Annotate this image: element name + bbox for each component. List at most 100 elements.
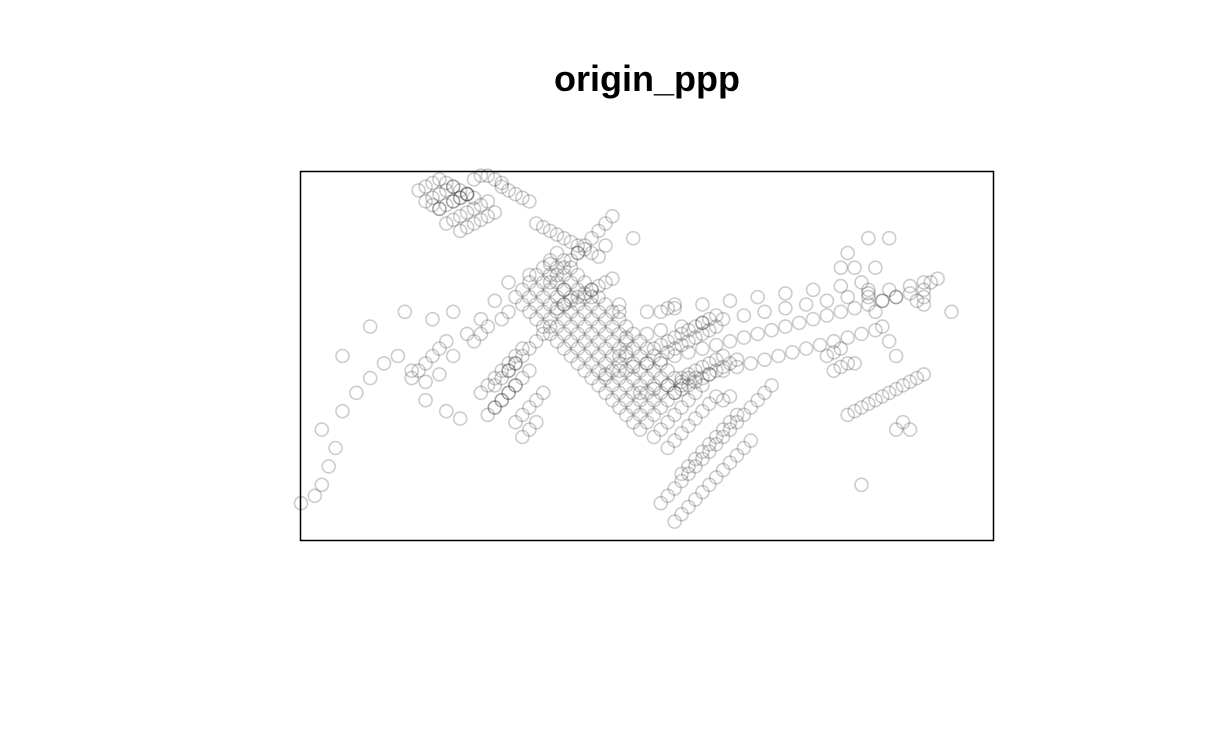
- scatter-point: [819, 308, 835, 323]
- scatter-point: [480, 208, 496, 224]
- scatter-point: [681, 378, 696, 393]
- scatter-point: [798, 297, 814, 312]
- scatter-point: [466, 190, 482, 206]
- scatter-point: [625, 400, 641, 415]
- scatter-point: [708, 352, 724, 368]
- scatter-point: [639, 341, 655, 356]
- scatter-point: [528, 282, 544, 298]
- scatter-point: [708, 337, 724, 353]
- scatter-point: [861, 289, 876, 305]
- scatter-point: [681, 344, 696, 360]
- scatter-point: [667, 370, 683, 386]
- scatter-point: [432, 172, 447, 187]
- scatter-point: [515, 370, 530, 386]
- scatter-point: [639, 356, 655, 371]
- scatter-point: [535, 304, 551, 320]
- scatter-point: [577, 242, 593, 257]
- scatter-point: [411, 183, 426, 198]
- scatter-point: [584, 311, 599, 327]
- scatter-point: [418, 392, 433, 408]
- scatter-point: [639, 304, 655, 320]
- scatter-point: [432, 341, 447, 356]
- scatter-point: [598, 356, 613, 371]
- scatter-point: [639, 370, 655, 386]
- scatter-point: [715, 348, 731, 364]
- scatter-point: [847, 403, 862, 419]
- scatter-point: [605, 378, 620, 393]
- scatter-point: [653, 400, 669, 415]
- scatter-point: [605, 319, 620, 334]
- scatter-point: [549, 289, 565, 305]
- scatter-point: [778, 300, 793, 316]
- scatter-point: [314, 477, 330, 493]
- scatter-point: [667, 407, 683, 423]
- scatter-point: [542, 256, 558, 272]
- scatter-point: [674, 378, 689, 393]
- scatter-point: [868, 392, 883, 408]
- scatter-point: [840, 330, 856, 345]
- scatter-point: [757, 385, 772, 401]
- scatter-point: [847, 260, 862, 276]
- scatter-point: [605, 333, 620, 349]
- scatter-point: [916, 289, 932, 305]
- scatter-point: [625, 385, 641, 401]
- scatter-point: [556, 252, 572, 268]
- scatter-point: [598, 385, 613, 401]
- scatter-point: [674, 319, 689, 334]
- scatter-point: [646, 392, 662, 408]
- scatter-point: [757, 304, 772, 320]
- scatter-point: [528, 311, 544, 327]
- scatter-point: [487, 370, 503, 386]
- scatter-point: [916, 367, 932, 382]
- scatter-point: [653, 385, 669, 401]
- scatter-point: [701, 444, 717, 460]
- scatter-point: [881, 230, 897, 246]
- scatter-point: [487, 400, 503, 415]
- scatter-point: [646, 429, 662, 445]
- scatter-point: [577, 319, 593, 334]
- scatter-point: [494, 392, 510, 408]
- scatter-point: [646, 407, 662, 423]
- scatter-point: [757, 352, 772, 368]
- scatter-point: [722, 333, 738, 349]
- scatter-point: [466, 216, 482, 231]
- scatter-point: [632, 348, 648, 364]
- scatter-point: [722, 414, 738, 430]
- scatter-point: [459, 326, 475, 342]
- scatter-point: [944, 304, 959, 320]
- scatter-point: [522, 400, 537, 415]
- scatter-point: [667, 300, 683, 316]
- scatter-point: [611, 311, 627, 327]
- scatter-point: [639, 400, 655, 415]
- scatter-point: [584, 230, 599, 246]
- scatter-point: [556, 267, 572, 283]
- scatter-point: [570, 245, 586, 261]
- scatter-point: [632, 385, 648, 401]
- scatter-point: [688, 385, 703, 401]
- scatter-point: [667, 385, 683, 401]
- scatter-point: [881, 333, 897, 349]
- scatter-point: [452, 411, 468, 426]
- scatter-point: [522, 304, 537, 320]
- scatter-point: [445, 348, 461, 364]
- scatter-point: [535, 260, 551, 276]
- scatter-point: [473, 168, 489, 183]
- scatter-point: [840, 356, 856, 371]
- scatter-point: [438, 403, 454, 419]
- scatter-point: [466, 333, 482, 349]
- scatter-point: [515, 282, 530, 298]
- scatter-point: [591, 333, 606, 349]
- scatter-point: [522, 422, 537, 437]
- scatter-point: [611, 348, 627, 364]
- scatter-point: [660, 378, 676, 393]
- scatter-point: [445, 212, 461, 228]
- scatter-point: [625, 356, 641, 371]
- scatter-point: [598, 367, 613, 382]
- scatter-point: [895, 378, 911, 393]
- scatter-point: [674, 337, 689, 353]
- scatter-point: [563, 275, 579, 290]
- scatter-point: [591, 304, 606, 320]
- scatter-point: [515, 348, 530, 364]
- scatter-point: [660, 378, 676, 393]
